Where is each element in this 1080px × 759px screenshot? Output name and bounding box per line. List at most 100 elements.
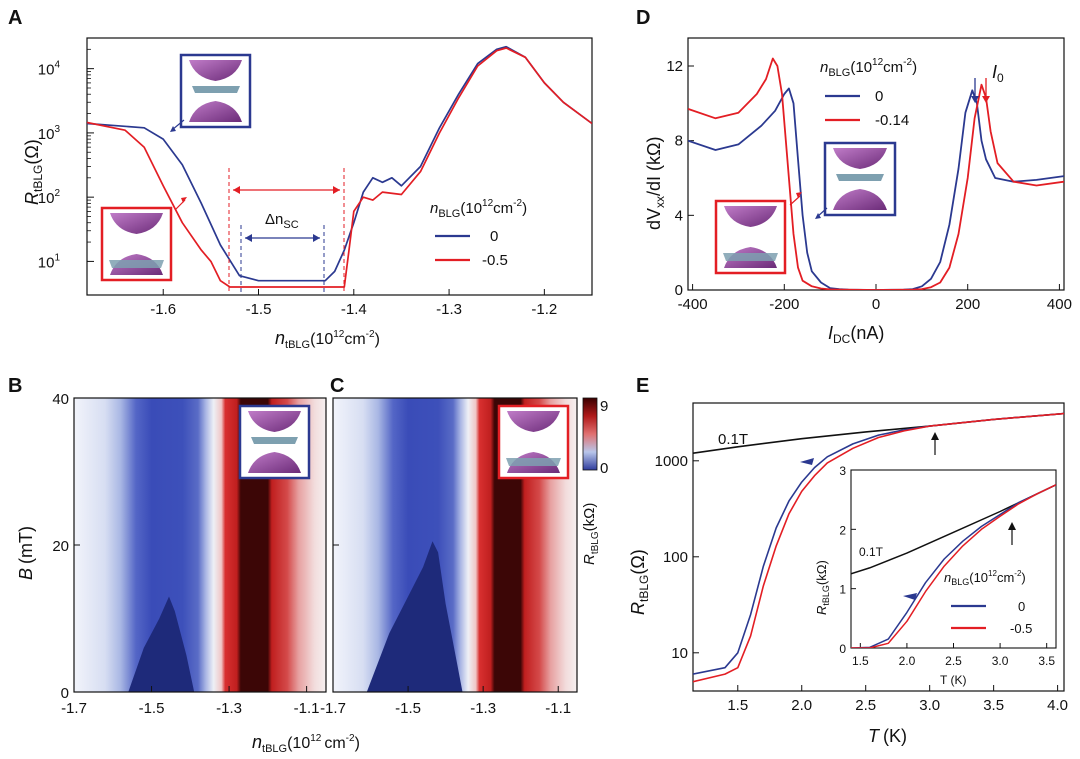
panel-e-ylabel: RtBLG(Ω)	[628, 549, 651, 615]
panel-e-xtick-label-1: 2.0	[791, 697, 812, 714]
inset-ytick-label-3: 3	[839, 464, 846, 478]
panel-d-xtick-label-1: -200	[769, 296, 799, 313]
panel-b: -1.7 -1.5 -1.3 -1.1 0 20 40 B(mT)	[16, 391, 327, 717]
panel-d-xtick-label-2: 0	[872, 296, 880, 313]
panel-b-ytick-label-0: 0	[61, 685, 69, 702]
panel-a-xtick-label-2: -1.4	[341, 301, 367, 318]
inset-xtick-label-0: 1.5	[852, 654, 869, 668]
panel-d-ylabel: dVxx/dI (kΩ)	[644, 137, 667, 231]
inset-ytick-label-0: 0	[839, 642, 846, 656]
panel-a-ytick-label-0: 101	[38, 252, 61, 271]
panel-a-xtick-label-4: -1.2	[531, 301, 557, 318]
panel-e-xlabel: T (K)	[868, 726, 907, 746]
panel-a-xlabel: ntBLG(1012cm-2)	[275, 328, 380, 351]
inset-xtick-label-4: 3.5	[1038, 654, 1055, 668]
inset-ytick-label-2: 2	[839, 523, 846, 537]
panel-label-c: C	[330, 375, 344, 397]
panel-d-series-1	[688, 57, 1064, 290]
panel-a-legend-label-0: 0	[490, 228, 498, 245]
inset-xtick-label-3: 3.0	[992, 654, 1009, 668]
panel-d-legend-label-1: -0.14	[875, 112, 909, 129]
panel-d-ytick-label-2: 8	[675, 133, 683, 150]
panel-b-xtick-label-3: -1.1	[294, 700, 320, 717]
colorbar-gradient	[582, 397, 598, 471]
panel-e-xtick-label-3: 3.0	[919, 697, 940, 714]
inset-xtick-label-1: 2.0	[899, 654, 916, 668]
panel-d-legend: nBLG(1012cm-2) 0 -0.14	[820, 57, 917, 129]
panel-e-xtick-label-0: 1.5	[727, 697, 748, 714]
band-inset-red-a	[100, 206, 173, 282]
panel-e-inset: 1.5 2.0 2.5 3.0 3.5 0 1 2 3 RtBLG(kΩ) T (K) 0.1T…	[814, 464, 1057, 687]
panel-label-e: E	[636, 375, 649, 397]
panel-c-xtick-label-0: -1.7	[320, 700, 346, 717]
panel-d-ytick-label-1: 4	[675, 207, 683, 224]
panel-e-xtick-label-5: 4.0	[1047, 697, 1068, 714]
panel-c-xtick-label-2: -1.3	[470, 700, 496, 717]
panel-d-xtick-label-0: -400	[678, 296, 708, 313]
panel-e-annotation: 0.1T	[718, 431, 748, 448]
band-inset-red-d	[714, 199, 787, 275]
inset-xlabel: T (K)	[940, 673, 966, 687]
panel-a-ytick-label-2: 103	[38, 124, 61, 143]
panel-d-i0-label: I0	[992, 62, 1004, 85]
panel-a-xtick-label-0: -1.6	[150, 301, 176, 318]
panel-d: -400 -200 0 200 400 0 4 8 12 dVxx/dI (kΩ) IDC(nA…	[644, 37, 1072, 346]
panel-d-legend-title: nBLG(1012cm-2)	[820, 57, 917, 79]
panel-label-d: D	[636, 7, 650, 29]
panel-c-xtick-label-1: -1.5	[395, 700, 421, 717]
panel-label-b: B	[8, 375, 22, 397]
inset-legend: nBLG(1012cm-2) 0 -0.5	[944, 569, 1032, 636]
inset-legend-label-0: 0	[1018, 599, 1025, 614]
panel-b-ytick-label-1: 20	[52, 538, 69, 555]
panel-e-ytick-label-2: 1000	[655, 453, 688, 470]
inset-ytick-label-1: 1	[839, 583, 846, 597]
panel-a-xtick-label-1: -1.5	[246, 301, 272, 318]
panel-a-ytick-label-1: 102	[38, 188, 61, 207]
panel-d-ytick-label-3: 12	[666, 58, 683, 75]
inset-legend-label-1: -0.5	[1010, 621, 1032, 636]
panel-d-xlabel: IDC(nA)	[828, 323, 884, 346]
inset-series-1	[851, 484, 1056, 648]
inset-ylabel: RtBLG(kΩ)	[814, 560, 831, 615]
panel-e-xtick-label-2: 2.5	[855, 697, 876, 714]
panel-bc-xlabel: ntBLG(1012 cm-2)	[252, 732, 360, 755]
panel-a-legend-title: nBLG(1012cm-2)	[430, 198, 527, 220]
panel-e-series-2	[693, 412, 1064, 683]
panel-b-xtick-label-1: -1.5	[139, 700, 165, 717]
panel-b-ytick-label-2: 40	[52, 391, 69, 408]
panel-e-series-0	[693, 412, 1064, 454]
panel-a-ytick-label-3: 104	[38, 60, 61, 79]
panel-d-xtick-label-4: 400	[1047, 296, 1072, 313]
panel-label-a: A	[8, 7, 22, 29]
panel-e-ytick-label-1: 100	[663, 549, 688, 566]
inset-series-2	[851, 484, 1056, 648]
panel-c-xtick-label-3: -1.1	[545, 700, 571, 717]
panel-a-legend-label-1: -0.5	[482, 252, 508, 269]
panel-d-series-0	[688, 87, 1064, 290]
band-inset-blue-b	[238, 404, 311, 480]
panel-a: -1.6 -1.5 -1.4 -1.3 -1.2 101 102 103 104 RtBLG(Ω…	[22, 37, 593, 351]
panel-a-series-0	[87, 45, 592, 282]
panel-a-annotation: ΔnSC	[228, 168, 345, 292]
panel-a-dnsc-label: ΔnSC	[265, 211, 299, 231]
inset-series-0	[851, 484, 1056, 575]
inset-legend-title: nBLG(1012cm-2)	[944, 569, 1026, 587]
panel-b-sc-dome	[128, 596, 195, 692]
panel-c-sc-dome	[366, 541, 463, 692]
panel-e-frame	[692, 402, 1065, 692]
panel-e-ytick-label-0: 10	[671, 645, 688, 662]
inset-annotation: 0.1T	[859, 545, 884, 559]
colorbar: 9 0 RtBLG(kΩ)	[581, 397, 608, 565]
panel-a-xtick-label-3: -1.3	[436, 301, 462, 318]
panel-d-legend-label-0: 0	[875, 88, 883, 105]
band-inset-blue-d	[823, 141, 897, 217]
band-inset-blue-a	[179, 53, 252, 129]
panel-a-ylabel: RtBLG(Ω)	[22, 139, 45, 205]
band-inset-red-c	[497, 404, 570, 480]
panel-b-xtick-label-2: -1.3	[216, 700, 242, 717]
panel-a-series-1	[87, 47, 592, 288]
panel-a-legend: nBLG(1012cm-2) 0 -0.5	[430, 198, 527, 269]
panel-d-xtick-label-3: 200	[955, 296, 980, 313]
panel-b-ylabel: B(mT)	[16, 526, 36, 580]
